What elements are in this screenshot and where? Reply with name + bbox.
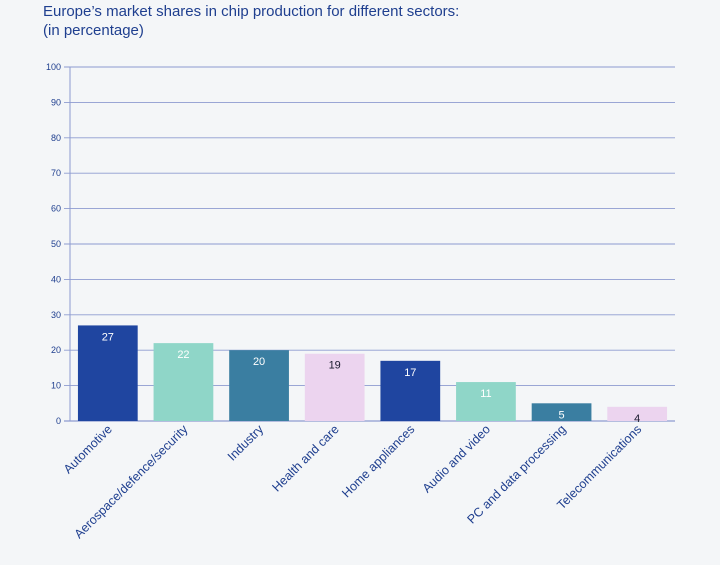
x-category-label: Industry [225, 422, 267, 464]
y-tick-label: 70 [51, 168, 61, 178]
chart-title: Europe’s market shares in chip productio… [43, 3, 460, 20]
y-tick-label: 0 [56, 416, 61, 426]
y-tick-label: 10 [51, 381, 61, 391]
bar [304, 353, 365, 421]
bar [607, 406, 668, 421]
value-label: 4 [634, 413, 640, 425]
value-labels: 27 22 20 19 17 11 5 4 [102, 331, 641, 424]
bar [153, 343, 214, 421]
value-label: 11 [480, 388, 491, 400]
bar [380, 360, 441, 421]
bar [456, 382, 516, 421]
value-label: 27 [102, 331, 114, 343]
y-tick-label: 60 [51, 204, 61, 214]
bar [531, 403, 592, 421]
y-tick-label: 80 [51, 133, 61, 143]
value-label: 17 [404, 367, 416, 379]
x-category-label: Health and care [269, 422, 341, 494]
chart-subtitle: (in percentage) [43, 22, 144, 39]
y-tick-label: 100 [46, 62, 61, 72]
bar [77, 325, 138, 421]
y-tick-label: 90 [51, 97, 61, 107]
value-label: 5 [559, 409, 565, 421]
y-tick-label: 40 [51, 274, 61, 284]
value-label: 19 [329, 360, 341, 372]
value-label: 22 [177, 349, 189, 361]
y-axis-ticks: 0 10 20 30 40 50 60 70 80 90 100 [46, 62, 61, 426]
y-tick-label: 50 [51, 239, 61, 249]
x-category-label: Home appliances [339, 422, 417, 500]
value-label: 20 [253, 356, 265, 368]
chart-title-block: Europe’s market shares in chip productio… [43, 2, 459, 40]
x-category-label: Telecommunications [554, 422, 644, 512]
bar [229, 350, 289, 421]
bars [77, 325, 668, 421]
x-category-label: Audio and video [420, 422, 493, 495]
y-tick-label: 20 [51, 345, 61, 355]
y-tick-label: 30 [51, 310, 61, 320]
x-category-label: Automotive [61, 422, 115, 476]
